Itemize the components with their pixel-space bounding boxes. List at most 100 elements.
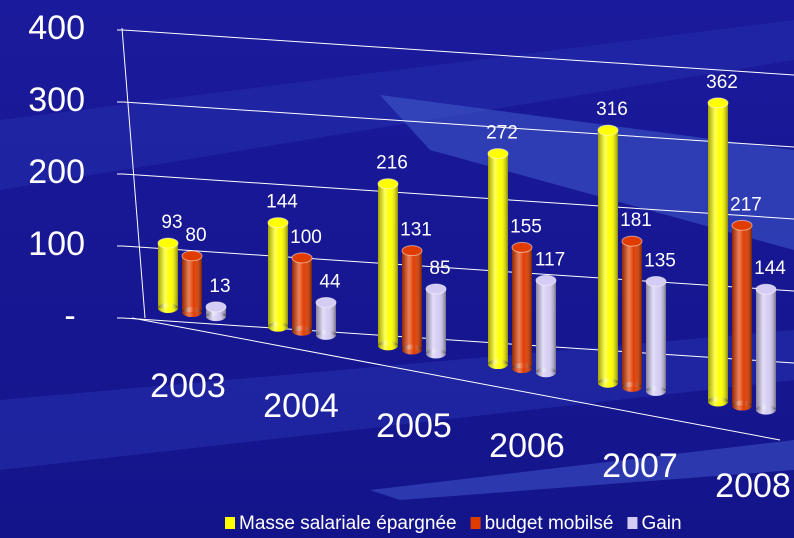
bar-top (731, 219, 753, 231)
bar-top (291, 252, 313, 264)
data-label: 362 (706, 72, 738, 93)
y-axis (121, 27, 146, 319)
bar-shade (512, 247, 532, 369)
bar-shade (316, 302, 336, 335)
legend-swatch (225, 517, 235, 529)
streak (0, 20, 794, 190)
bar-shade (402, 250, 422, 350)
bar (597, 124, 619, 388)
bar (205, 301, 227, 322)
data-label: 13 (209, 276, 230, 297)
legend-swatch (627, 517, 638, 529)
bar-shade (598, 130, 618, 383)
bar-top (267, 217, 289, 229)
bar-top (621, 235, 643, 247)
legend-label: Masse salariale épargnée (239, 513, 457, 534)
data-label: 144 (754, 258, 786, 279)
y-tick-label: 200 (28, 153, 85, 191)
bar-top (181, 250, 203, 262)
x-tick-label: 2007 (602, 447, 678, 485)
x-tick-label: 2003 (150, 367, 226, 405)
bar (377, 178, 399, 351)
bar (645, 276, 667, 396)
bar-top (425, 283, 447, 295)
bar (291, 252, 313, 336)
bar (267, 217, 289, 332)
grid-line (122, 317, 794, 364)
y-tick-label: 100 (28, 225, 85, 263)
bar (487, 148, 509, 370)
bar-shade (182, 255, 202, 313)
data-label: 155 (510, 216, 542, 237)
bar (731, 219, 753, 411)
bar (755, 283, 777, 415)
legend-swatch (470, 517, 481, 529)
streak (0, 330, 794, 470)
bar-shade (732, 225, 752, 406)
data-label: 117 (535, 249, 565, 270)
bar-shade (268, 222, 288, 327)
grid-line (122, 173, 794, 220)
bar-top (377, 178, 399, 190)
streak (370, 440, 794, 500)
data-label: 217 (730, 194, 762, 215)
data-label: 135 (644, 251, 676, 272)
bar (401, 245, 423, 355)
bar (621, 235, 643, 392)
streak (380, 95, 794, 250)
bar-shade (426, 288, 446, 354)
x-tick-label: 2006 (489, 427, 565, 465)
bar-top (511, 241, 533, 253)
x-axis (131, 317, 781, 441)
bar-top (707, 97, 729, 109)
bar-shade (756, 289, 776, 410)
bar-shade (378, 183, 398, 346)
y-tick-label: - (64, 297, 75, 335)
bar-top (487, 148, 509, 160)
bar (707, 97, 729, 407)
bar-shade (646, 281, 666, 391)
data-label: 316 (596, 99, 628, 120)
bar-shade (292, 257, 312, 331)
y-tick-label: 400 (28, 9, 85, 47)
data-label: 272 (486, 123, 518, 144)
bar (511, 241, 533, 374)
grid-line (122, 245, 794, 292)
bar (181, 250, 203, 318)
legend-label: budget mobilsé (485, 513, 614, 534)
data-label: 144 (266, 192, 298, 213)
bar-top (645, 276, 667, 288)
grid-line (122, 29, 794, 76)
bar (425, 283, 447, 359)
x-tick-label: 2005 (376, 407, 452, 445)
bar-shade (158, 243, 178, 308)
bar-top (401, 245, 423, 257)
bar (157, 237, 179, 313)
bar-top (205, 301, 227, 313)
y-tick-label: 300 (28, 81, 85, 119)
bar-top (157, 237, 179, 249)
bar-shade (708, 102, 728, 402)
data-label: 85 (429, 258, 450, 279)
data-label: 131 (400, 220, 432, 241)
bar-shade (536, 280, 556, 373)
data-label: 216 (376, 153, 408, 174)
bar (315, 297, 337, 340)
bar-top (315, 297, 337, 309)
bar-shade (622, 241, 642, 387)
bar-top (535, 274, 557, 286)
legend-label: Gain (641, 513, 681, 534)
x-tick-label: 2004 (263, 387, 339, 425)
data-label: 93 (161, 212, 182, 233)
data-label: 80 (185, 225, 206, 246)
bar-top (755, 283, 777, 295)
bar-top (597, 124, 619, 136)
bar-shade (488, 153, 508, 365)
x-tick-label: 2008 (715, 467, 791, 505)
data-label: 44 (319, 272, 341, 293)
data-label: 100 (290, 227, 322, 248)
data-label: 181 (620, 210, 652, 231)
grid-line (122, 101, 794, 148)
bar (535, 274, 557, 378)
